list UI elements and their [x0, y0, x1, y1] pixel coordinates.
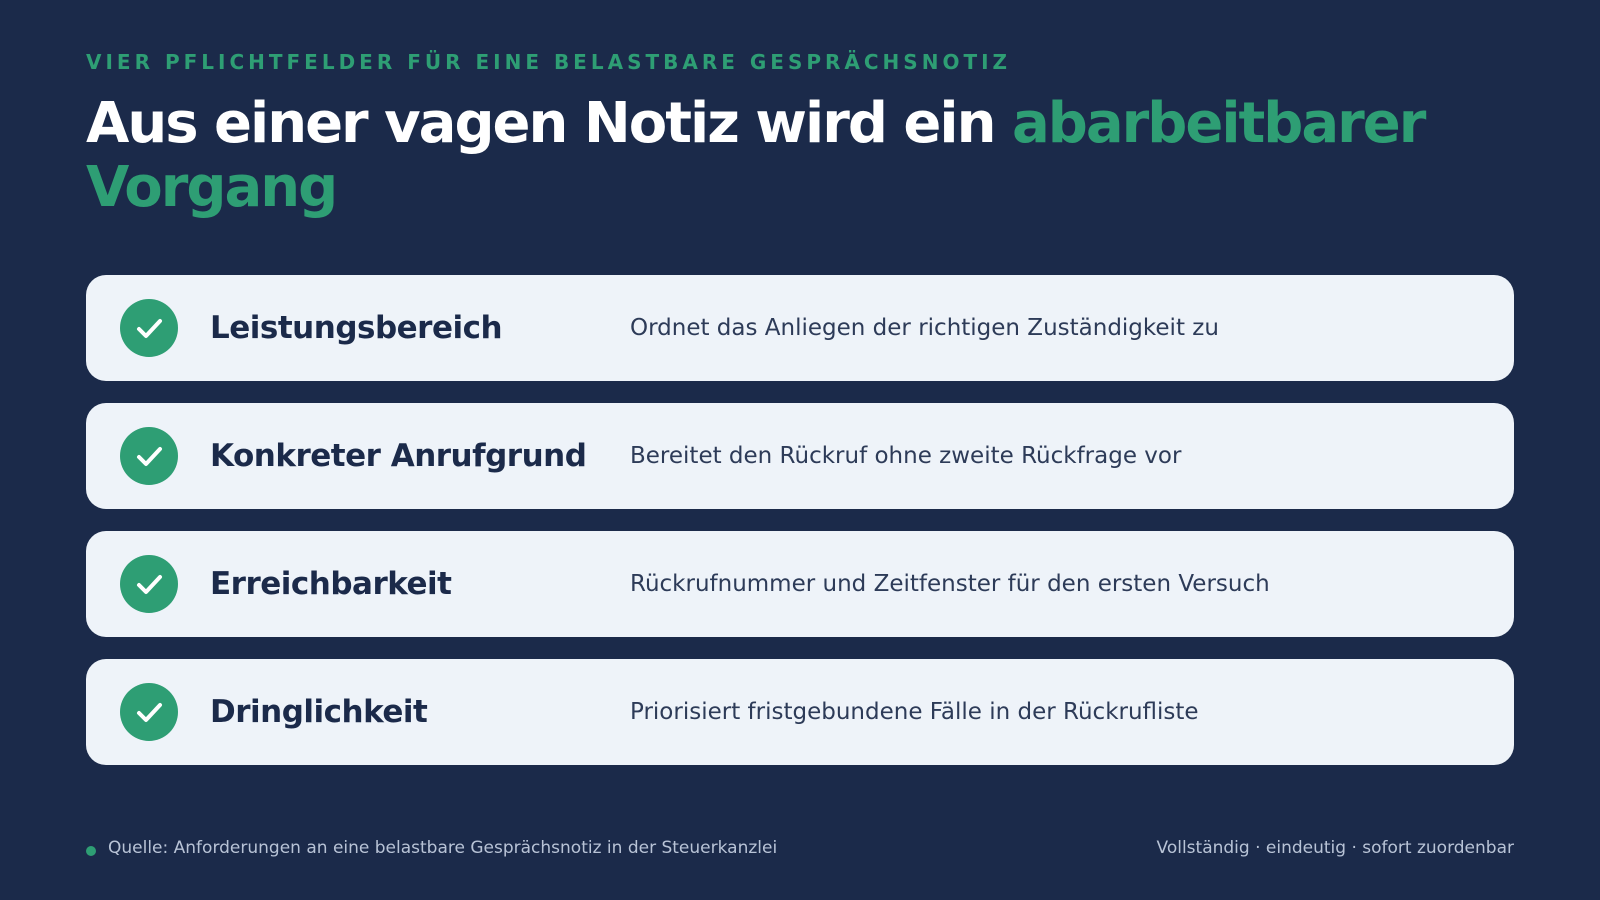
check-icon — [120, 555, 178, 613]
field-description: Ordnet das Anliegen der richtigen Zustän… — [630, 315, 1219, 341]
field-list: Leistungsbereich Ordnet das Anliegen der … — [86, 275, 1514, 787]
field-label: Dringlichkeit — [210, 694, 428, 730]
title: Aus einer vagen Notiz wird ein abarbeitb… — [86, 92, 1516, 220]
field-card: Erreichbarkeit Rückrufnummer und Zeitfens… — [86, 531, 1514, 637]
field-card: Dringlichkeit Priorisiert fristgebundene … — [86, 659, 1514, 765]
field-description: Rückrufnummer und Zeitfenster für den er… — [630, 571, 1270, 597]
check-icon — [120, 299, 178, 357]
bullet-dot — [86, 846, 96, 856]
field-description: Priorisiert fristgebundene Fälle in der … — [630, 699, 1199, 725]
field-card: Leistungsbereich Ordnet das Anliegen der … — [86, 275, 1514, 381]
field-card: Konkreter Anrufgrund Bereitet den Rückruf… — [86, 403, 1514, 509]
title-highlight: abarbeitbarer Vorgang — [86, 91, 1426, 220]
eyebrow: VIER PFLICHTFELDER FÜR EINE BELASTBARE G… — [86, 50, 1012, 74]
check-icon — [120, 683, 178, 741]
check-icon — [120, 427, 178, 485]
field-description: Bereitet den Rückruf ohne zweite Rückfra… — [630, 443, 1182, 469]
field-label: Leistungsbereich — [210, 310, 503, 346]
source: Quelle: Anforderungen an eine belastbare… — [108, 838, 778, 858]
tagline: Vollständig · eindeutig · sofort zuorden… — [1156, 838, 1514, 858]
field-label: Erreichbarkeit — [210, 566, 452, 602]
field-label: Konkreter Anrufgrund — [210, 438, 587, 474]
title-plain: Aus einer vagen Notiz wird ein — [86, 91, 996, 156]
